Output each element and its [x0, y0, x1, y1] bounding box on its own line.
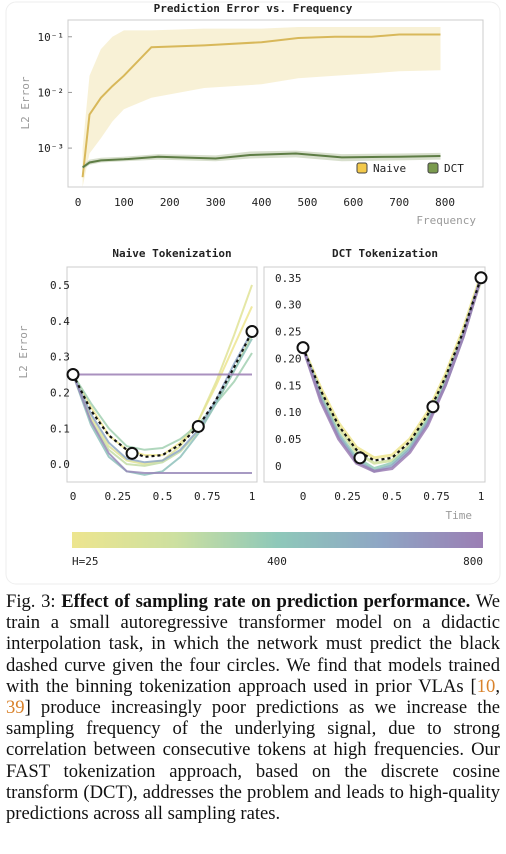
- freq-chart-title: Prediction Error vs. Frequency: [154, 2, 353, 15]
- colorbar: [72, 532, 483, 548]
- naive-lines: [66, 284, 259, 476]
- dct-prediction-line: [301, 277, 483, 473]
- naive-y-axis-label: L2 Error: [17, 325, 30, 378]
- colorbar-label-min: H=25: [72, 555, 99, 568]
- naive-anchor-point: [125, 446, 139, 460]
- dct-y-tick-label: 0.15: [275, 379, 302, 392]
- dct-prediction-line: [301, 277, 483, 471]
- naive-prediction-line: [72, 305, 253, 457]
- caption-body-2: ] produce increasingly poor predictions …: [6, 697, 500, 825]
- figure-panel-frame: [5, 1, 501, 585]
- colorbar-label-max: 800: [463, 555, 483, 568]
- naive-chart-title: Naive Tokenization: [112, 247, 231, 260]
- caption-body-1: We train a small autoregressive transfor…: [6, 591, 501, 697]
- freq-x-tick-label: 400: [252, 196, 272, 209]
- citation-link[interactable]: 10: [476, 675, 496, 697]
- naive-prediction-line: [72, 374, 252, 474]
- naive-y-tick-label: 0.1: [50, 422, 70, 435]
- freq-y-axis-label: L2 Error: [19, 76, 32, 129]
- freq-band-dct: [82, 150, 441, 171]
- dct-y-tick-label: 0.10: [275, 406, 302, 419]
- naive-y-tick-label: 0.3: [50, 351, 70, 364]
- naive-x-tick-label: 0.75: [194, 490, 221, 503]
- freq-y-tick-label: 10⁻²: [38, 86, 65, 99]
- dct-y-tick-label: 0.25: [275, 326, 302, 339]
- dct-y-tick-label: 0: [275, 460, 282, 473]
- freq-bands: [82, 27, 441, 187]
- legend-swatch-dct: [427, 162, 439, 174]
- dct-y-tick-label: 0.20: [275, 352, 302, 365]
- freq-y-tick-label: 10⁻³: [38, 142, 65, 155]
- dct-anchor-point: [353, 451, 367, 465]
- freq-x-tick-label: 600: [343, 196, 363, 209]
- freq-x-tick-label: 100: [114, 196, 134, 209]
- legend-label-naive: Naive: [373, 162, 406, 175]
- naive-x-tick-label: 0.25: [105, 490, 132, 503]
- freq-lines: [81, 33, 441, 178]
- dct-x-axis-label: Time: [446, 509, 473, 522]
- dct-x-tick-label: 1: [478, 490, 485, 503]
- legend-swatch-naive: [356, 162, 368, 174]
- freq-x-axis-label: Frequency: [416, 214, 476, 227]
- dct-ticks: 0 0.25 0.5 0.75 1 0 0.05 0.10 0.15 0.20 0.25 0.30 0.…: [275, 272, 484, 503]
- naive-x-tick-label: 0.5: [153, 490, 173, 503]
- freq-x-tick-label: 500: [297, 196, 317, 209]
- freq-chart-frame: [67, 19, 484, 188]
- dct-anchor-point: [426, 400, 440, 414]
- dct-anchor-point: [296, 341, 310, 355]
- freq-x-tick-label: 300: [206, 196, 226, 209]
- dct-anchor-point: [474, 271, 488, 285]
- naive-prediction-line: [72, 352, 253, 451]
- naive-x-tick-label: 0: [70, 490, 77, 503]
- naive-x-tick-label: 1: [249, 490, 256, 503]
- dct-prediction-line: [301, 277, 483, 473]
- figure: Prediction Error vs. Frequency L2 Error …: [5, 1, 501, 585]
- dct-y-tick-label: 0.30: [275, 299, 302, 312]
- dct-x-tick-label: 0.25: [334, 490, 361, 503]
- freq-band-naive: [82, 27, 441, 187]
- freq-y-tick-label: 10⁻¹: [38, 31, 65, 44]
- freq-legend: Naive DCT: [356, 162, 464, 175]
- dct-x-tick-label: 0.75: [423, 490, 450, 503]
- naive-y-tick-label: 0.5: [50, 279, 70, 292]
- naive-prediction-line: [72, 334, 253, 467]
- freq-x-tick-label: 200: [160, 196, 180, 209]
- naive-y-tick-label: 0.2: [50, 386, 70, 399]
- freq-x-tick-label: 0: [75, 196, 82, 209]
- dct-y-tick-label: 0.05: [275, 433, 302, 446]
- freq-line-naive: [81, 33, 441, 178]
- dct-x-tick-label: 0.5: [382, 490, 402, 503]
- citation-link[interactable]: 39: [6, 697, 25, 719]
- dct-x-tick-label: 0: [300, 490, 307, 503]
- naive-anchor-point: [245, 325, 259, 338]
- naive-anchor-point: [66, 368, 80, 381]
- colorbar-label-mid: 400: [267, 555, 287, 568]
- naive-y-tick-label: 0.0: [50, 458, 70, 471]
- figure-caption: Fig. 3: Effect of sampling rate on predi…: [6, 591, 500, 824]
- dct-prediction-line: [301, 279, 483, 465]
- naive-prediction-line: [72, 338, 253, 476]
- freq-ticks: 0 100 200 300 400 500 600 700 800 10⁻³ 10⁻² 10⁻¹: [38, 31, 455, 209]
- dct-prediction-line: [301, 274, 483, 460]
- caption-title: Effect of sampling rate on prediction pe…: [61, 591, 471, 612]
- freq-line-dct: [82, 152, 441, 169]
- caption-ref-separator: ,: [495, 675, 500, 697]
- legend-label-dct: DCT: [444, 162, 464, 175]
- dct-chart-frame: [263, 266, 486, 483]
- caption-label: Fig. 3:: [6, 591, 56, 612]
- dct-chart-title: DCT Tokenization: [332, 247, 438, 260]
- dct-y-tick-label: 0.35: [275, 272, 302, 285]
- dct-target-curve: [301, 277, 483, 462]
- naive-anchor-point: [191, 419, 205, 433]
- naive-target-curve: [72, 331, 253, 459]
- freq-x-tick-label: 800: [435, 196, 455, 209]
- freq-x-tick-label: 700: [389, 196, 409, 209]
- dct-lines: [296, 271, 488, 473]
- naive-y-tick-label: 0.4: [50, 315, 70, 328]
- naive-ticks: 0 0.25 0.5 0.75 1 0.0 0.1 0.2 0.3 0.4 0.5: [50, 279, 255, 503]
